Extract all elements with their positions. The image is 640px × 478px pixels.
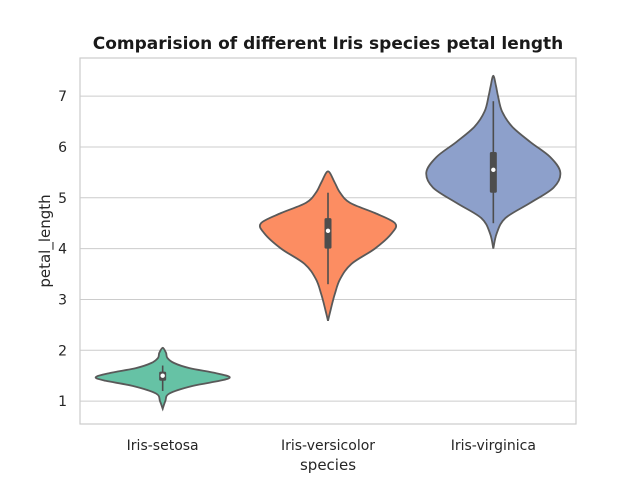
- y-tick-label: 2: [58, 343, 67, 359]
- chart-title: Comparision of different Iris species pe…: [93, 34, 563, 54]
- y-tick-label: 5: [58, 191, 67, 207]
- y-tick-labels: 1 2 3 4 5 6 7: [58, 89, 67, 410]
- y-tick-label: 6: [58, 140, 67, 156]
- violin-median: [160, 373, 165, 378]
- violin-median: [325, 228, 331, 234]
- y-axis-label: petal_length: [36, 194, 55, 287]
- violins: [94, 74, 562, 412]
- x-axis-label: species: [300, 456, 356, 474]
- violin-median: [491, 167, 496, 173]
- violin-iris-virginica: [425, 74, 562, 249]
- y-tick-label: 7: [58, 89, 67, 105]
- violin-iqr-box: [489, 152, 497, 193]
- violin-iris-setosa: [94, 346, 231, 412]
- x-tick-label: Iris-versicolor: [281, 438, 375, 454]
- violin-iris-versicolor: [258, 170, 398, 321]
- plot-frame: [79, 57, 577, 425]
- x-tick-label: Iris-virginica: [451, 438, 536, 454]
- y-tick-label: 3: [58, 292, 67, 308]
- x-tick-labels: Iris-setosa Iris-versicolor Iris-virginica: [127, 438, 536, 454]
- y-tick-label: 1: [58, 394, 67, 410]
- violin-iqr-box: [324, 218, 332, 249]
- y-tick-label: 4: [58, 242, 67, 258]
- x-tick-label: Iris-setosa: [127, 438, 199, 454]
